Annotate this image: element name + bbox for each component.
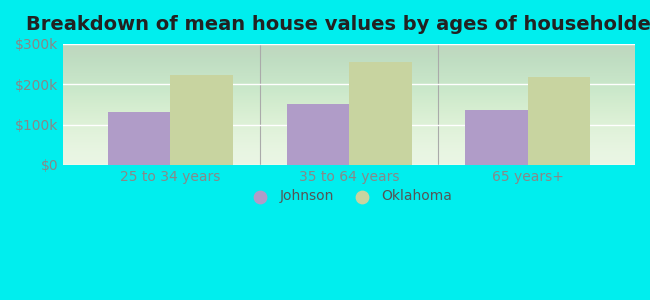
Bar — [287, 104, 349, 165]
Bar — [528, 77, 590, 165]
Bar — [465, 110, 528, 165]
Legend: Johnson, Oklahoma: Johnson, Oklahoma — [240, 184, 458, 209]
Bar — [349, 62, 411, 165]
Bar — [170, 75, 233, 165]
Title: Breakdown of mean house values by ages of householders: Breakdown of mean house values by ages o… — [26, 15, 650, 34]
Bar — [108, 112, 170, 165]
